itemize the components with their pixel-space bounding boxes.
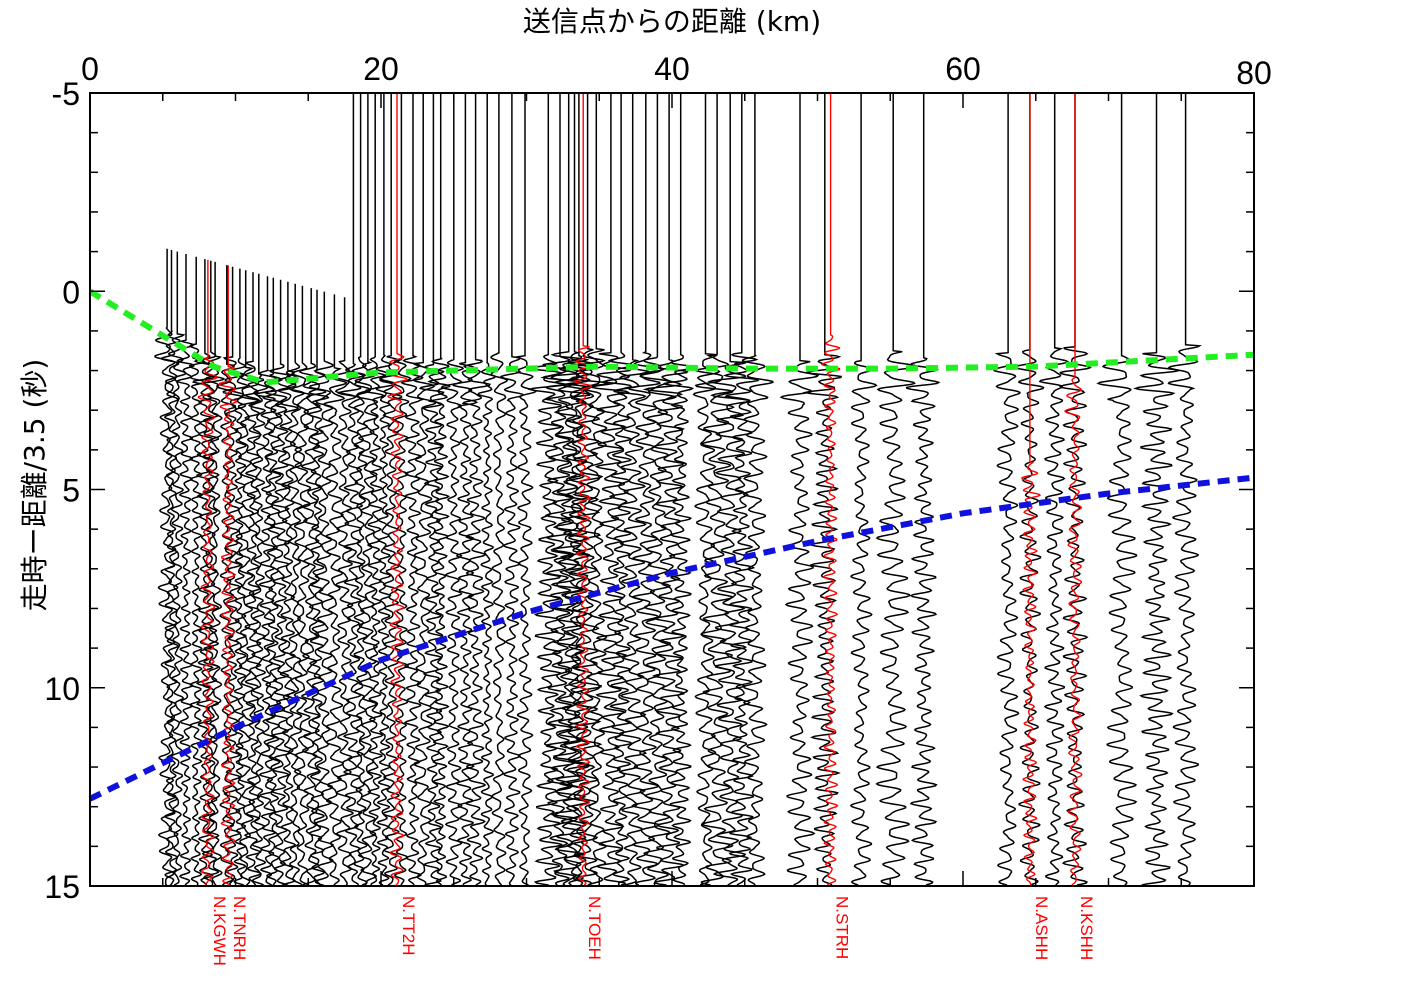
waveform-trace	[188, 256, 207, 886]
waveform-trace	[905, 93, 941, 886]
waveform-trace	[337, 93, 367, 886]
waveform-trace	[351, 93, 372, 886]
waveform-trace	[500, 93, 524, 886]
waveform-trace	[626, 93, 665, 886]
waveform-trace	[1167, 93, 1202, 886]
y-tick-label: 5	[62, 473, 80, 509]
station-label: N.STRH	[833, 896, 852, 959]
waveform-trace	[639, 93, 677, 886]
station-labels: N.KGWH N.TNRH N.TT2H N.TOEH N.STRH N.ASHH N.KS…	[210, 896, 1096, 966]
waveform-trace	[561, 93, 592, 886]
waveform-trace	[461, 93, 492, 886]
waveform-trace	[452, 93, 479, 886]
waveform-trace	[160, 250, 181, 886]
waveform-trace	[663, 93, 696, 886]
x-axis-title: 送信点からの距離 (km)	[523, 5, 821, 38]
waveform-trace	[235, 270, 261, 887]
waveform-trace	[602, 93, 635, 886]
waveform-trace	[1096, 93, 1138, 886]
waveform-trace	[167, 251, 187, 886]
y-tick-label: -5	[52, 76, 80, 112]
waveform-trace	[476, 93, 496, 886]
waveform-trace	[849, 93, 878, 886]
waveform-trace	[322, 294, 348, 886]
waveform-trace	[391, 93, 412, 886]
x-tick-label: 20	[363, 51, 399, 87]
waveform-trace	[692, 93, 721, 886]
x-tick-label: 60	[945, 51, 981, 87]
waveform-trace	[176, 254, 195, 886]
waveform-trace	[375, 93, 396, 886]
waveform-trace	[580, 93, 608, 886]
station-trace	[572, 93, 594, 886]
waveform-trace	[540, 93, 593, 886]
x-tick-label: 80	[1236, 55, 1272, 91]
waveform-trace	[642, 93, 689, 886]
y-tick-label: 0	[62, 274, 80, 310]
station-trace	[217, 265, 238, 886]
waveform-trace	[378, 93, 403, 886]
waveform-trace	[542, 93, 584, 886]
station-label: N.TNRH	[230, 896, 249, 960]
x-tick-label: 40	[654, 51, 690, 87]
station-trace	[1021, 93, 1041, 886]
waveform-trace	[192, 259, 216, 887]
waveform-trace	[694, 93, 735, 886]
waveform-trace	[247, 273, 269, 886]
waveform-trace	[490, 93, 509, 886]
station-trace	[820, 93, 841, 886]
y-tick-label: 15	[44, 869, 80, 905]
y-tick-label: 10	[44, 671, 80, 707]
station-label: N.KSHH	[1077, 896, 1096, 960]
waveform-trace	[308, 291, 335, 887]
station-trace	[386, 93, 409, 886]
waveform-trace	[613, 93, 650, 886]
waveform-trace	[779, 93, 820, 886]
waveform-trace	[240, 272, 265, 886]
arrival-curves	[88, 288, 1255, 802]
y-axis-title: 走時ー距離/3.5 (秒)	[18, 359, 51, 612]
waveform-trace	[569, 93, 610, 886]
waveform-trace	[354, 93, 379, 886]
reflected-wave-curve	[88, 474, 1255, 802]
waveform-trace	[1038, 93, 1070, 886]
station-label: N.TOEH	[585, 896, 604, 960]
waveform-trace	[364, 93, 386, 886]
waveform-trace	[527, 93, 567, 886]
waveform-traces	[154, 93, 1202, 887]
waveform-trace	[707, 93, 750, 886]
waveform-trace	[285, 283, 305, 886]
waveform-trace	[992, 93, 1021, 886]
waveform-trace	[875, 93, 917, 886]
station-label: N.ASHH	[1032, 896, 1051, 960]
waveform-trace	[290, 285, 312, 887]
waveform-trace	[427, 93, 451, 886]
waveform-trace	[411, 93, 437, 886]
waveform-trace	[590, 93, 633, 886]
waveform-trace	[741, 93, 774, 886]
waveform-trace	[802, 93, 843, 886]
station-label: N.KGWH	[210, 896, 229, 966]
station-trace	[1063, 93, 1083, 886]
waveform-trace	[722, 93, 760, 886]
waveform-trace	[515, 93, 537, 886]
waveform-trace	[253, 276, 278, 887]
station-label: N.TT2H	[399, 896, 418, 956]
waveform-trace	[298, 288, 327, 887]
waveform-trace	[440, 93, 465, 886]
direct-wave-curve	[88, 288, 1255, 386]
x-tick-label: 0	[81, 51, 99, 87]
waveform-trace	[400, 93, 426, 886]
